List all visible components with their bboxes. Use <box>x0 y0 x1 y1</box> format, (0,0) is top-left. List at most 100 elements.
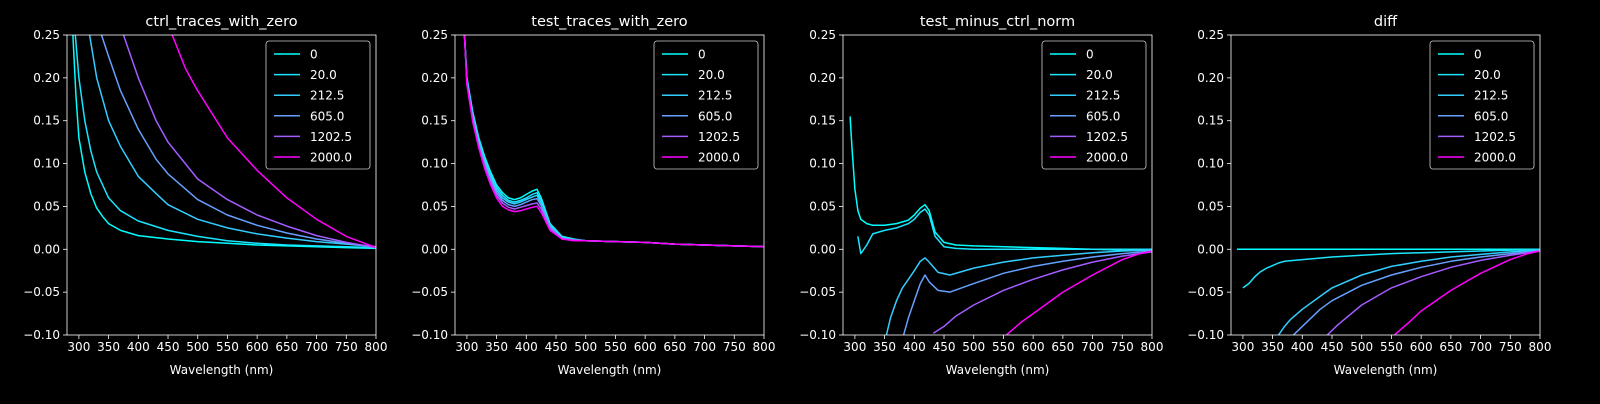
axes-frame <box>1230 34 1541 336</box>
series-line-212.5 <box>88 35 376 248</box>
x-tick-label: 700 <box>693 340 716 354</box>
x-tick-label: 550 <box>992 340 1015 354</box>
series-line-605.0 <box>100 35 376 248</box>
x-tick-label: 300 <box>843 340 866 354</box>
legend-entry-212.5: 212.5 <box>1474 89 1508 103</box>
series-line-2000.0 <box>171 35 376 249</box>
legend-entry-1202.5: 1202.5 <box>1086 130 1128 144</box>
legend-entry-212.5: 212.5 <box>310 89 344 103</box>
x-tick-label: 450 <box>1321 340 1344 354</box>
axes-frame <box>842 34 1153 336</box>
y-tick-label: −0.10 <box>23 328 60 342</box>
chart-title: test_traces_with_zero <box>531 14 688 30</box>
x-tick-label: 750 <box>1499 340 1522 354</box>
y-tick-label: −0.05 <box>799 285 836 299</box>
series-line-605.0 <box>1292 250 1540 335</box>
y-tick-label: −0.05 <box>411 285 448 299</box>
y-tick-label: 0.05 <box>33 199 60 213</box>
series-line-212.5 <box>885 249 1152 335</box>
series-line-20.0 <box>74 35 376 249</box>
legend-entry-2000.0: 2000.0 <box>310 151 352 165</box>
series-line-2000.0 <box>463 35 764 248</box>
x-tick-label: 600 <box>634 340 657 354</box>
x-tick-label: 600 <box>246 340 269 354</box>
x-tick-label: 350 <box>97 340 120 354</box>
series-line-0 <box>72 35 376 250</box>
y-tick-label: 0.05 <box>1197 199 1224 213</box>
chart-title: ctrl_traces_with_zero <box>145 14 297 30</box>
legend-entry-2000.0: 2000.0 <box>698 151 740 165</box>
chart-panel-3: 300 350 400 450 500 550 600 650 700 750 800 −0.10 −0… <box>799 14 1163 377</box>
x-tick-label: 500 <box>962 340 985 354</box>
x-tick-label: 500 <box>574 340 597 354</box>
x-tick-label: 400 <box>903 340 926 354</box>
series-line-0 <box>849 116 1152 251</box>
x-axis-label: Wavelength (nm) <box>946 363 1050 377</box>
y-tick-label: 0.05 <box>421 199 448 213</box>
x-axis-label: Wavelength (nm) <box>1334 363 1438 377</box>
chart-panel-1: 300 350 400 450 500 550 600 650 700 750 800 −0.10 −0… <box>23 14 387 377</box>
series-group <box>72 35 376 250</box>
series-line-1202.5 <box>1326 250 1540 335</box>
chart-panel-2: 300 350 400 450 500 550 600 650 700 750 800 −0.10 −0… <box>411 14 775 377</box>
x-tick-label: 600 <box>1022 340 1045 354</box>
x-tick-label: 500 <box>1350 340 1373 354</box>
x-tick-label: 650 <box>1051 340 1074 354</box>
legend-entry-0: 0 <box>698 48 706 62</box>
legend-entry-1202.5: 1202.5 <box>1474 130 1516 144</box>
x-tick-label: 800 <box>753 340 776 354</box>
x-tick-label: 700 <box>1081 340 1104 354</box>
x-tick-label: 750 <box>335 340 358 354</box>
legend-entry-0: 0 <box>310 48 318 62</box>
x-tick-label: 550 <box>1380 340 1403 354</box>
x-tick-label: 450 <box>545 340 568 354</box>
legend-entry-1202.5: 1202.5 <box>310 130 352 144</box>
legend-entry-1202.5: 1202.5 <box>698 130 740 144</box>
legend-entry-212.5: 212.5 <box>698 89 732 103</box>
x-axis-label: Wavelength (nm) <box>558 363 662 377</box>
x-tick-label: 450 <box>933 340 956 354</box>
series-line-212.5 <box>1277 249 1540 335</box>
x-tick-label: 750 <box>1111 340 1134 354</box>
y-tick-label: 0.20 <box>33 71 60 85</box>
legend-entry-605.0: 605.0 <box>310 109 344 123</box>
x-tick-label: 800 <box>1141 340 1164 354</box>
y-tick-label: 0.00 <box>33 242 60 256</box>
x-tick-label: 650 <box>663 340 686 354</box>
x-tick-label: 600 <box>1410 340 1433 354</box>
axes-frame <box>454 34 765 336</box>
x-tick-label: 800 <box>365 340 388 354</box>
x-tick-label: 350 <box>1261 340 1284 354</box>
legend: 0 20.0 212.5 605.0 1202.5 2000.0 <box>1429 40 1535 170</box>
axes-frame <box>66 34 377 336</box>
chart-title: diff <box>1374 14 1398 30</box>
y-tick-label: 0.10 <box>1197 157 1224 171</box>
series-line-2000.0 <box>1393 250 1540 335</box>
y-tick-label: 0.15 <box>1197 114 1224 128</box>
y-tick-label: 0.15 <box>33 114 60 128</box>
x-tick-label: 400 <box>127 340 150 354</box>
legend-entry-20.0: 20.0 <box>1086 68 1113 82</box>
legend-entry-605.0: 605.0 <box>698 109 732 123</box>
y-tick-label: 0.25 <box>421 28 448 42</box>
y-tick-label: 0.15 <box>421 114 448 128</box>
y-tick-label: 0.20 <box>421 71 448 85</box>
series-line-1202.5 <box>122 35 376 249</box>
legend-entry-2000.0: 2000.0 <box>1474 151 1516 165</box>
x-tick-label: 550 <box>604 340 627 354</box>
y-tick-label: −0.10 <box>1187 328 1224 342</box>
legend-entry-20.0: 20.0 <box>310 68 337 82</box>
x-tick-label: 550 <box>216 340 239 354</box>
y-tick-label: 0.00 <box>809 242 836 256</box>
x-tick-label: 700 <box>305 340 328 354</box>
series-line-2000.0 <box>1005 250 1152 335</box>
y-tick-label: −0.10 <box>411 328 448 342</box>
y-tick-label: 0.25 <box>33 28 60 42</box>
x-tick-label: 350 <box>485 340 508 354</box>
y-tick-label: −0.10 <box>799 328 836 342</box>
legend-entry-0: 0 <box>1474 48 1482 62</box>
legend-entry-212.5: 212.5 <box>1086 89 1120 103</box>
y-tick-label: 0.20 <box>809 71 836 85</box>
